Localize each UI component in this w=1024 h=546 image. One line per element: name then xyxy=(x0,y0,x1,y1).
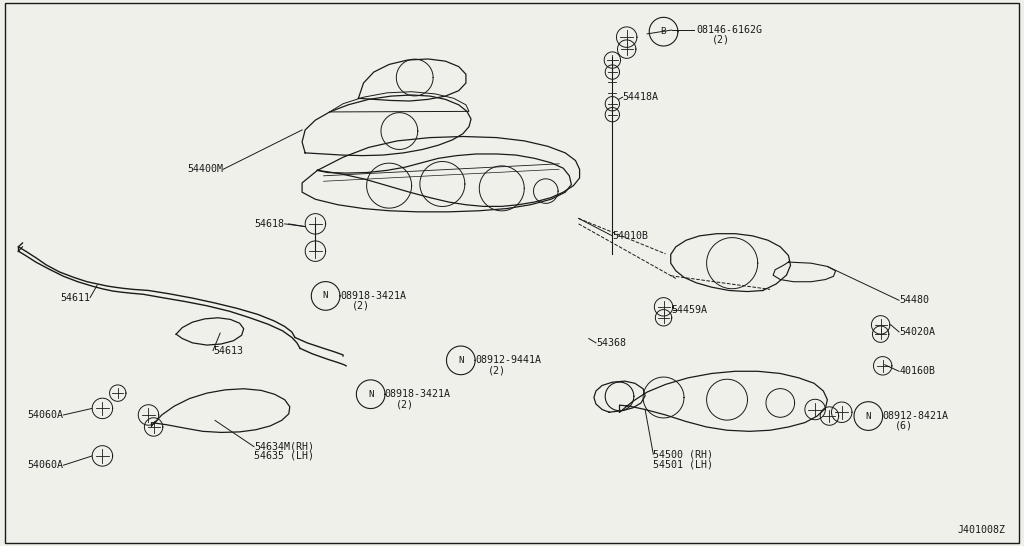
Text: 54480: 54480 xyxy=(899,295,929,305)
Text: (6): (6) xyxy=(895,421,913,431)
Text: 54060A: 54060A xyxy=(28,460,63,470)
Text: 54613: 54613 xyxy=(213,346,243,355)
Text: (2): (2) xyxy=(712,34,730,44)
Text: 40160B: 40160B xyxy=(899,366,935,376)
Text: 08918-3421A: 08918-3421A xyxy=(340,291,406,301)
Text: 54501 (LH): 54501 (LH) xyxy=(653,459,714,469)
Text: N: N xyxy=(865,412,871,420)
Text: 54020A: 54020A xyxy=(899,327,935,337)
Text: 54418A: 54418A xyxy=(623,92,658,102)
Text: 08912-9441A: 08912-9441A xyxy=(475,355,541,365)
Text: B: B xyxy=(660,27,667,36)
Text: 54368: 54368 xyxy=(596,338,626,348)
Text: 54400M: 54400M xyxy=(187,164,223,174)
Text: (2): (2) xyxy=(396,399,415,409)
Text: 54459A: 54459A xyxy=(672,305,708,315)
Text: J401008Z: J401008Z xyxy=(957,525,1006,535)
Text: (2): (2) xyxy=(487,365,506,375)
Text: 54611: 54611 xyxy=(60,293,90,302)
Text: 08918-3421A: 08918-3421A xyxy=(384,389,450,399)
Text: (2): (2) xyxy=(352,301,371,311)
Text: 54618: 54618 xyxy=(255,219,285,229)
Text: N: N xyxy=(368,390,374,399)
Text: N: N xyxy=(458,356,464,365)
Text: 08912-8421A: 08912-8421A xyxy=(883,411,948,421)
Text: 54635 (LH): 54635 (LH) xyxy=(254,451,314,461)
Text: N: N xyxy=(323,292,329,300)
Text: 54060A: 54060A xyxy=(28,410,63,420)
Text: 54500 (RH): 54500 (RH) xyxy=(653,449,714,459)
Text: 54010B: 54010B xyxy=(612,231,648,241)
Text: 08146-6162G: 08146-6162G xyxy=(696,25,762,35)
Text: 54634M(RH): 54634M(RH) xyxy=(254,442,314,452)
